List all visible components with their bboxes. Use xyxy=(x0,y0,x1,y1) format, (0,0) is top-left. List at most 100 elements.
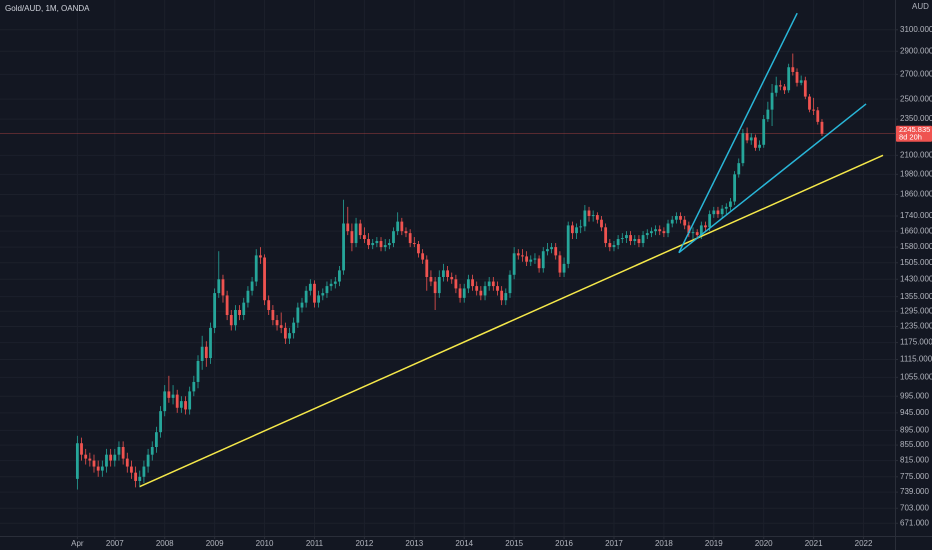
y-tick-label: 1980.000 xyxy=(900,169,932,178)
candle-body xyxy=(421,253,425,260)
y-tick-label: 1505.000 xyxy=(900,258,932,267)
candle-body xyxy=(724,206,728,209)
y-tick-label: 703.000 xyxy=(900,503,929,512)
candle-body xyxy=(554,247,558,256)
candle-body xyxy=(146,454,150,467)
candle-body xyxy=(566,225,570,264)
x-tick-label: 2010 xyxy=(256,539,274,548)
candle-body xyxy=(221,279,225,296)
candle-body xyxy=(650,231,653,234)
candle-body xyxy=(167,391,171,398)
candle-body xyxy=(379,241,383,248)
candle-body xyxy=(471,279,474,287)
candle-body xyxy=(616,239,620,246)
candle-body xyxy=(225,295,229,316)
candle-body xyxy=(88,458,92,461)
candle-body xyxy=(521,255,524,257)
candle-body xyxy=(371,243,375,246)
y-tick-label: 671.000 xyxy=(900,518,929,527)
y-tick-label: 815.000 xyxy=(900,456,929,465)
candle-body xyxy=(812,109,816,111)
candle-body xyxy=(288,333,291,339)
candle-body xyxy=(396,221,400,232)
candle-body xyxy=(437,277,441,294)
x-tick-label: 2009 xyxy=(206,539,224,548)
candle-body xyxy=(466,279,470,289)
candle-body xyxy=(620,238,624,240)
candle-body xyxy=(446,270,449,278)
candle-body xyxy=(645,233,649,236)
candle-body xyxy=(417,244,420,254)
candle-body xyxy=(708,214,712,228)
candle-body xyxy=(313,283,316,303)
candle-body xyxy=(787,67,791,91)
candle-body xyxy=(612,245,616,248)
candle-body xyxy=(820,121,824,134)
candle-body xyxy=(729,201,732,207)
candle-body xyxy=(338,270,341,282)
candle-body xyxy=(749,137,753,141)
candle-body xyxy=(550,247,553,250)
candle-body xyxy=(633,239,637,242)
candle-body xyxy=(745,133,749,141)
candle-body xyxy=(816,110,820,122)
candle-body xyxy=(479,290,483,296)
y-tick-label: 1860.000 xyxy=(900,190,932,199)
candle-body xyxy=(704,225,707,228)
x-tick-label: 2022 xyxy=(855,539,873,548)
candle-body xyxy=(296,307,300,323)
y-tick-label: 1740.000 xyxy=(900,211,932,220)
candle-body xyxy=(154,432,158,448)
y-tick-label: 3100.000 xyxy=(900,25,932,34)
candle-body xyxy=(679,216,682,220)
candle-body xyxy=(654,229,657,232)
candle-body xyxy=(105,454,108,467)
candle-body xyxy=(117,447,121,455)
trendline xyxy=(139,154,884,488)
candle-body xyxy=(442,270,445,278)
candle-body xyxy=(575,227,578,234)
y-tick-label: 1430.000 xyxy=(900,274,932,283)
candle-body xyxy=(138,476,142,481)
candle-body xyxy=(558,255,562,273)
candle-body xyxy=(171,394,175,398)
candle-body xyxy=(475,286,479,291)
x-tick-label: 2018 xyxy=(655,539,673,548)
last-price-tag xyxy=(896,125,932,142)
y-tick-label: 2350.000 xyxy=(900,114,932,123)
x-tick-label: 2021 xyxy=(805,539,823,548)
candle-body xyxy=(354,223,358,244)
candle-body xyxy=(387,243,391,246)
candle-body xyxy=(483,286,487,296)
x-tick-label: 2008 xyxy=(156,539,174,548)
candle-body xyxy=(184,401,187,410)
candle-body xyxy=(762,119,766,145)
candle-body xyxy=(658,229,662,232)
y-tick-label: 1355.000 xyxy=(900,292,932,301)
candle-body xyxy=(92,460,96,467)
candle-body xyxy=(238,310,241,316)
candle-body xyxy=(712,210,716,215)
candle-body xyxy=(342,223,345,271)
candle-body xyxy=(267,300,271,311)
y-tick-label: 895.000 xyxy=(900,425,929,434)
x-tick-label: 2013 xyxy=(405,539,423,548)
candle-body xyxy=(329,283,333,287)
candle-body xyxy=(254,255,258,282)
y-tick-label: 775.000 xyxy=(900,472,929,481)
candle-body xyxy=(562,263,566,273)
candle-body xyxy=(392,231,395,244)
candle-body xyxy=(758,144,761,148)
candle-body xyxy=(96,466,100,471)
candle-body xyxy=(175,394,179,408)
candle-body xyxy=(300,302,304,308)
candle-body xyxy=(537,258,541,269)
candle-body xyxy=(770,92,774,110)
candle-body xyxy=(546,249,549,252)
candle-body xyxy=(321,293,325,296)
y-tick-label: 2100.000 xyxy=(900,150,932,159)
candle-body xyxy=(383,245,387,248)
axes: 3100.000 2900.000 2700.000 2500.000 2350.000… xyxy=(71,25,932,548)
